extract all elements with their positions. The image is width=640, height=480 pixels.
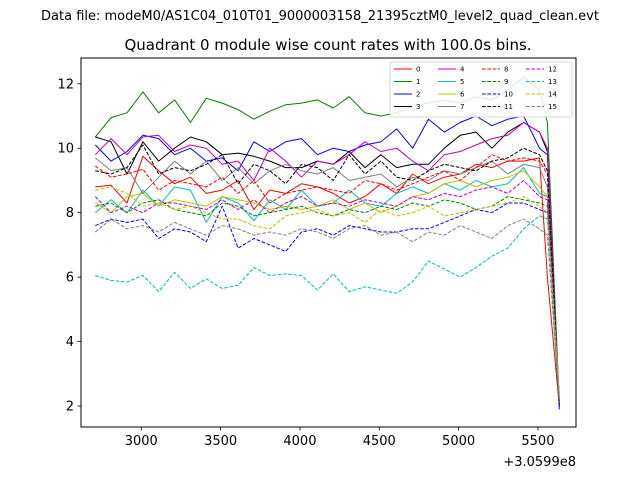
x-tick-label: 4000: [283, 434, 316, 449]
legend-label-1: 1: [416, 78, 420, 86]
x-tick-label: 3500: [204, 434, 237, 449]
legend-box: [389, 61, 573, 118]
series-line-8: [95, 154, 560, 403]
legend-label-6: 6: [460, 91, 465, 99]
plot-lines: [94, 76, 560, 410]
y-tick-label: 10: [57, 142, 74, 157]
legend-label-13: 13: [548, 78, 557, 86]
series-line-4: [94, 122, 560, 408]
legend-label-9: 9: [504, 78, 508, 86]
legend-label-15: 15: [548, 103, 557, 111]
x-tick-label: 5500: [521, 434, 554, 449]
x-tick-label: 3000: [125, 434, 158, 449]
y-tick-label: 12: [57, 77, 74, 92]
y-tick-label: 6: [66, 271, 74, 286]
x-tick-label: 5000: [442, 434, 475, 449]
y-tick-label: 2: [66, 400, 74, 415]
legend-label-5: 5: [460, 78, 464, 86]
series-line-6: [95, 170, 560, 400]
legend-label-4: 4: [460, 66, 465, 74]
legend-label-7: 7: [460, 103, 464, 111]
y-axis: 2 4 6 8 10 12: [57, 77, 81, 415]
series-line-0: [95, 155, 560, 407]
series-line-11: [95, 144, 560, 405]
series-line-10: [95, 202, 560, 407]
x-offset-label: +3.0599e8: [503, 455, 576, 470]
y-tick-label: 4: [66, 335, 74, 350]
legend-label-12: 12: [548, 66, 557, 74]
y-tick-label: 8: [66, 206, 74, 221]
series-line-14: [95, 186, 560, 397]
legend-label-14: 14: [548, 91, 557, 99]
legend-label-2: 2: [416, 91, 420, 99]
series-line-15: [94, 218, 560, 403]
x-tick-label: 4500: [363, 434, 396, 449]
x-axis: 3000 3500 4000 4500 5000 5500: [125, 427, 554, 449]
legend-label-8: 8: [504, 66, 508, 74]
series-line-2: [94, 115, 560, 410]
legend-label-0: 0: [416, 66, 420, 74]
axes-frame: [80, 57, 577, 428]
series-line-13: [95, 215, 560, 394]
chart-suptitle: Data file: modeM0/AS1C04_010T01_90000031…: [41, 9, 599, 24]
legend-label-3: 3: [416, 103, 420, 111]
chart-title: Quadrant 0 module wise count rates with …: [124, 36, 531, 54]
series-line-12: [94, 180, 560, 400]
legend-label-11: 11: [504, 103, 513, 111]
legend-label-10: 10: [504, 91, 513, 99]
